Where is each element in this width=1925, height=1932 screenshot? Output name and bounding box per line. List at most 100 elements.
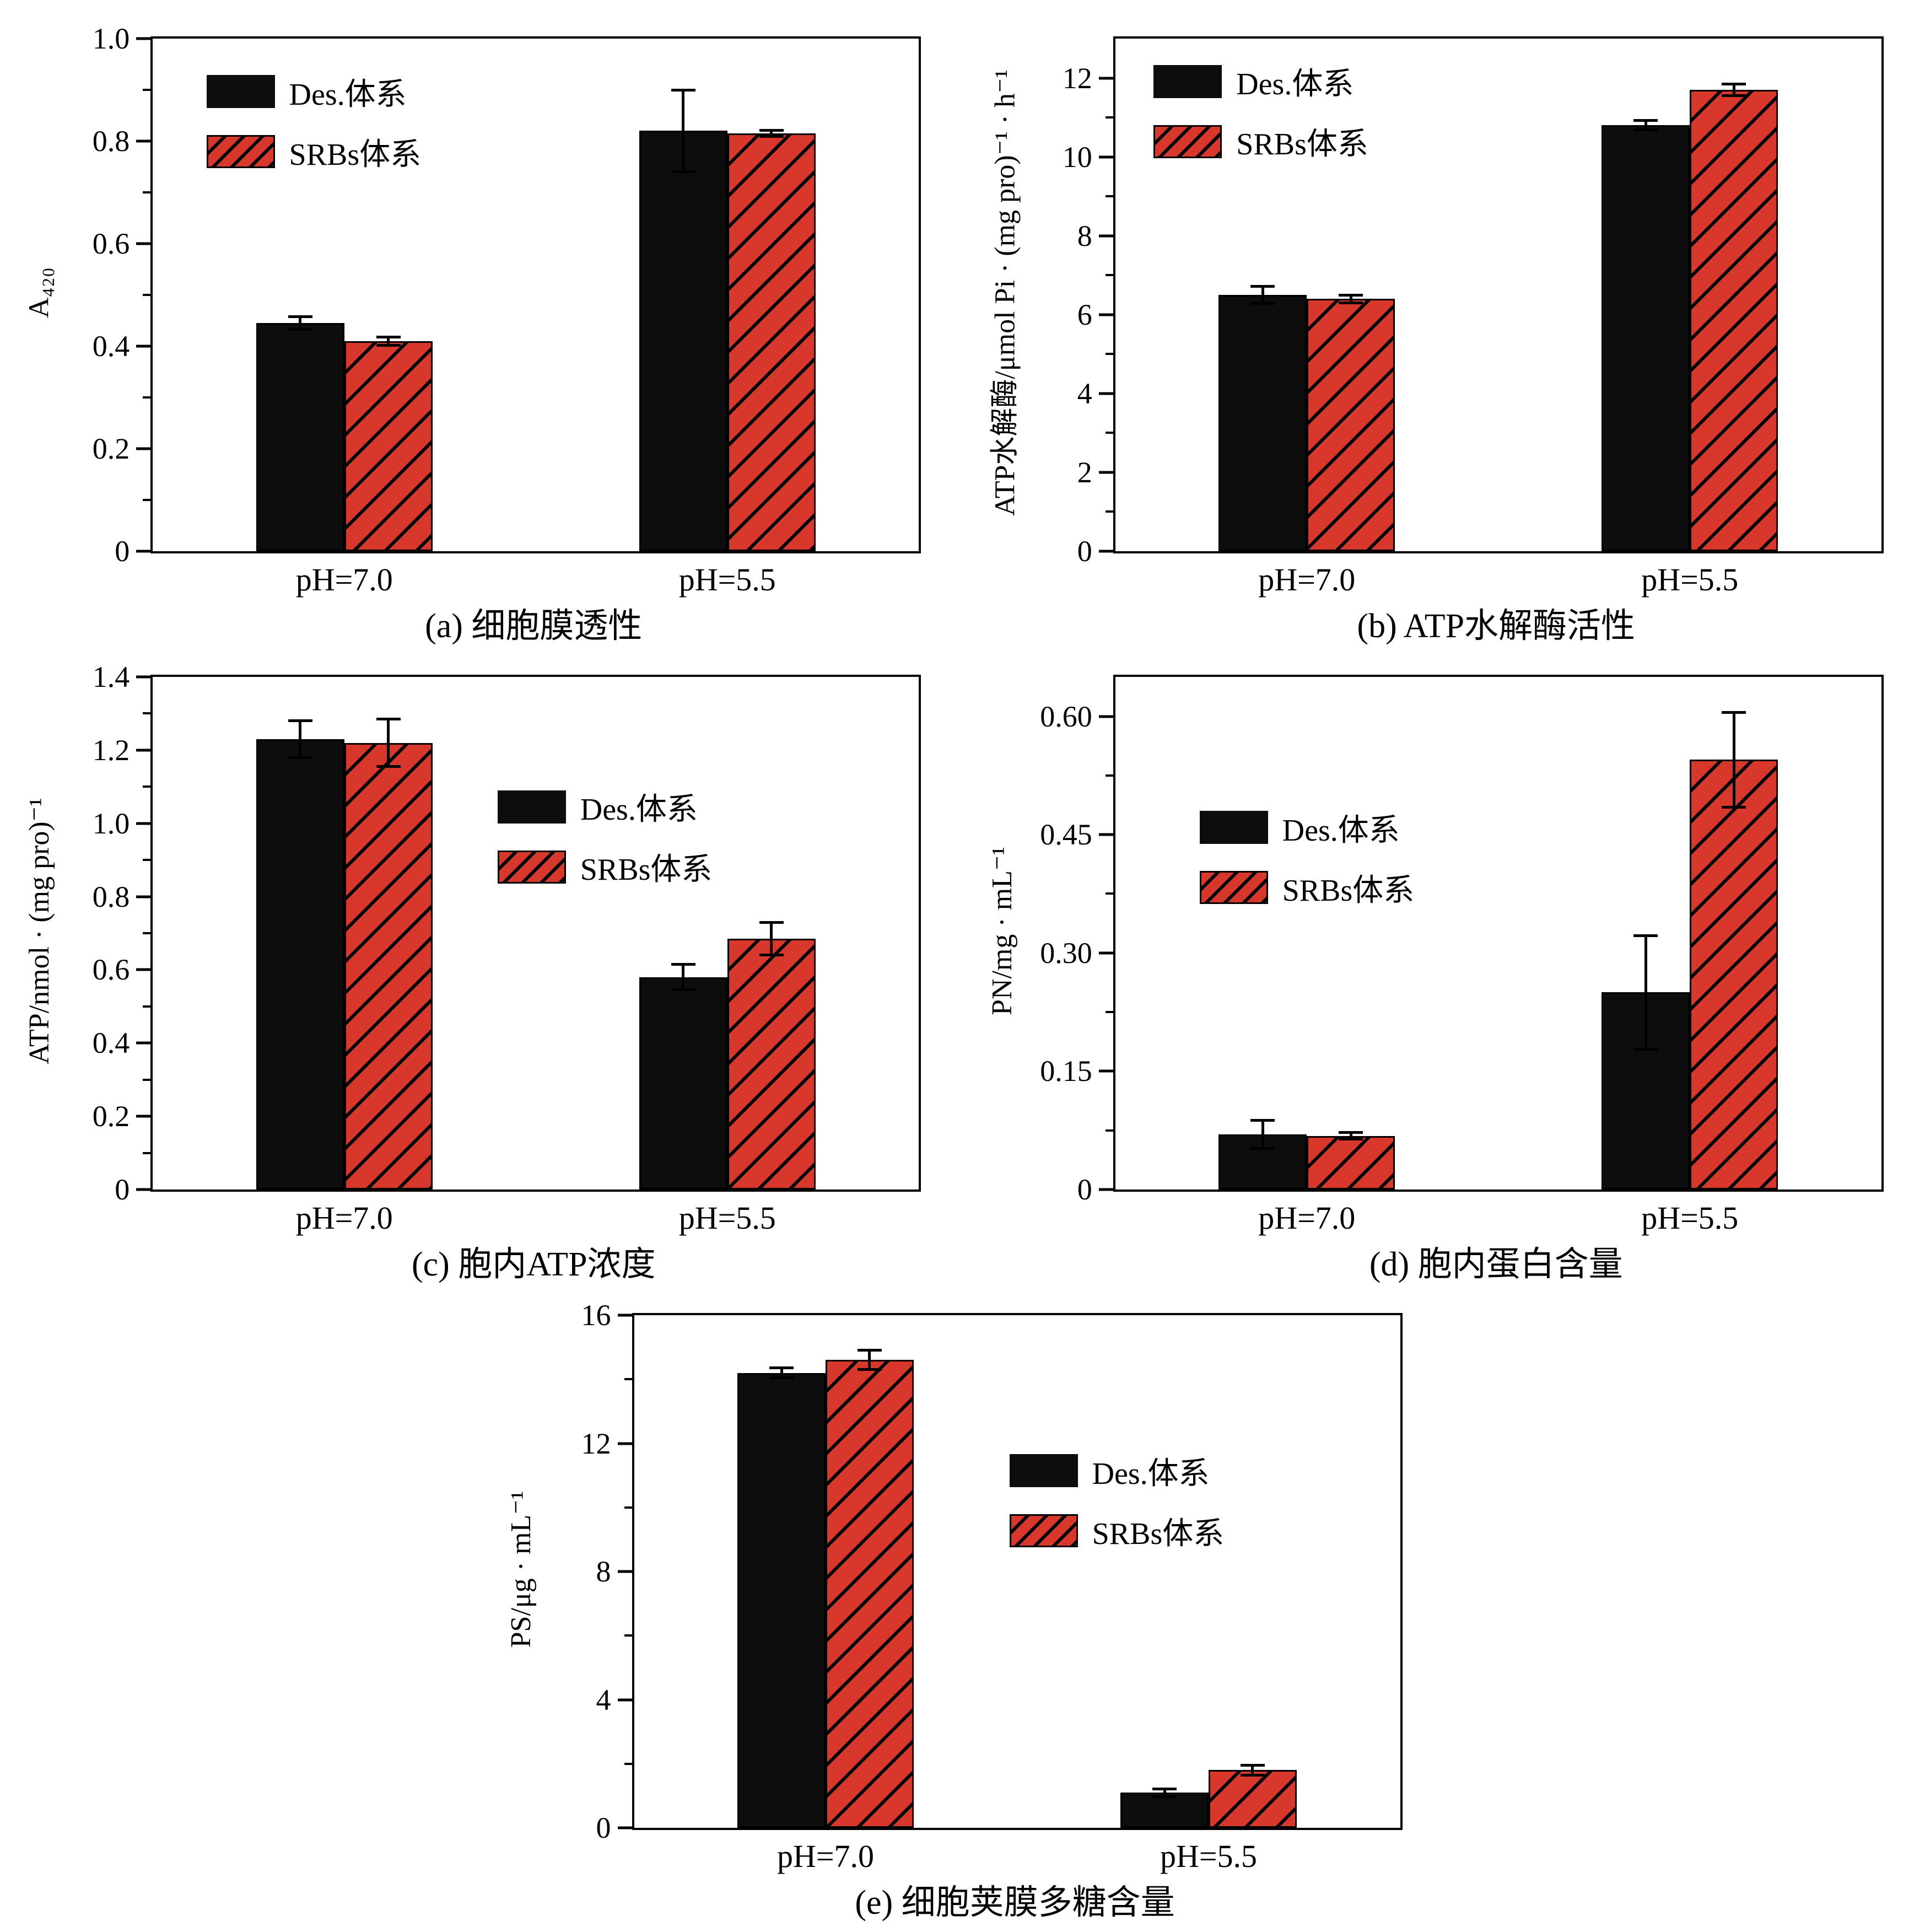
error-bar-cap [671,170,695,174]
legend: Des.体系 SRBs体系 [1199,805,1415,910]
error-bar-cap [376,335,401,338]
y-axis-tick-label: 0.6 [92,227,130,260]
legend-label: Des.体系 [1282,813,1400,848]
srbs-legend-swatch [1199,871,1268,904]
error-bar [1349,295,1352,303]
legend-label: SRBs体系 [580,853,713,887]
error-bar-cap [288,327,312,331]
error-bar-cap [376,343,401,347]
error-bar [780,1368,783,1378]
error-bar [868,1350,871,1370]
x-axis-category-label: pH=5.5 [678,1200,776,1236]
error-bar [387,719,390,767]
y-axis-tick-label: 16 [581,1299,611,1332]
srbs-legend-swatch [1009,1514,1078,1548]
y-axis-tick-label: 0 [1077,1173,1092,1206]
bar-des-group2 [1120,1793,1209,1828]
y-axis-tick-label: 0.45 [1040,818,1092,852]
x-axis-category-label: pH=7.0 [1258,562,1356,598]
bar-srbs-group1 [344,742,433,1190]
error-bar-cap [1633,119,1658,122]
legend-item: Des.体系 [1153,59,1368,104]
error-bar-cap [376,765,401,768]
bar-srbs-group2 [1690,90,1778,551]
y-axis-minor-tick [1105,510,1115,513]
y-axis-title-text: ATP/nmol · (mg pro)⁻¹ [24,798,56,1064]
chart-caption: (d) 胞内蛋白含量 [1369,1246,1623,1283]
plot-area: 0 0.15 0.30 0.45 0.60 pH=7.0 pH=5.5 Des.体系 SRBs体… [1040,675,1884,1236]
des-legend-swatch [1009,1454,1078,1488]
legend-label: SRBs体系 [1092,1516,1225,1551]
cell-b: ATP水解酶/μmol Pi · (mg pro)⁻¹ · h⁻¹ 0 2 4 6 8 1… [963,20,1925,648]
y-axis-tick [136,675,153,679]
y-axis-title-text: ATP水解酶/μmol Pi · (mg pro)⁻¹ · h⁻¹ [989,69,1021,516]
y-axis-tick [136,37,153,40]
y-axis-tick [136,968,153,971]
y-axis-tick-label: 2 [1077,455,1092,489]
error-bar-cap [1240,1773,1265,1777]
x-axis-category-label: pH=7.0 [777,1838,875,1874]
chart-d-intracellular-protein: PN/mg · mL⁻¹ 0 0.15 0.30 0.45 0.60 pH=7.0 pH=5… [975,658,1912,1287]
y-axis-tick-label: 0.2 [92,432,130,465]
error-bar-cap [1633,934,1658,937]
y-axis-tick [136,895,153,898]
y-axis-tick [617,1570,634,1573]
y-axis-tick [136,447,153,450]
error-bar-cap [759,128,784,132]
chart-caption: (e) 细胞荚膜多糖含量 [855,1884,1175,1922]
y-axis-minor-tick [1105,774,1115,777]
y-axis-tick [136,345,153,348]
y-axis-tick [1098,715,1115,718]
cell-d: PN/mg · mL⁻¹ 0 0.15 0.30 0.45 0.60 pH=7.0 pH=5… [963,658,1925,1287]
y-axis-tick [1098,1069,1115,1073]
y-axis-tick [136,550,153,553]
legend: Des.体系 SRBs体系 [497,784,713,889]
legend-label: SRBs体系 [289,137,422,172]
y-axis-tick-label: 0.8 [92,880,130,913]
y-axis-tick [617,1698,634,1701]
legend-label: SRBs体系 [1282,873,1415,908]
error-bar-cap [671,962,695,966]
y-axis-minor-tick [1105,432,1115,434]
x-axis-category-label: pH=5.5 [1160,1838,1258,1874]
y-axis-tick-label: 8 [1077,219,1092,252]
x-axis-category-label: pH=5.5 [1641,562,1739,598]
y-axis-minor-tick [624,1506,634,1509]
y-axis-tick-label: 1.4 [92,660,130,693]
bar-srbs-group1 [1307,299,1395,551]
bar-des-group1 [256,739,344,1190]
y-axis-tick [1098,951,1115,955]
chart-caption: (a) 细胞膜透性 [425,607,643,645]
error-bar [299,720,302,758]
error-bar-cap [759,135,784,138]
y-axis-tick-label: 0.4 [92,330,130,363]
x-axis-category-label: pH=7.0 [295,1200,393,1236]
error-bar [387,337,390,346]
error-bar-cap [376,717,401,720]
error-bar [1349,1132,1352,1139]
chart-b-atp-hydrolase-activity: ATP水解酶/μmol Pi · (mg pro)⁻¹ · h⁻¹ 0 2 4 6 8 1… [975,20,1912,648]
y-axis-tick [1098,392,1115,395]
legend-item: SRBs体系 [1009,1509,1225,1553]
error-bar-cap [1633,1047,1658,1051]
y-axis-tick [1098,155,1115,159]
y-axis-tick [136,242,153,245]
error-bar [1732,84,1735,96]
y-axis-tick-label: 6 [1077,298,1092,331]
legend-label: Des.体系 [580,793,698,827]
y-axis-minor-tick [143,1078,153,1081]
legend-label: Des.体系 [289,77,407,112]
error-bar-cap [1250,1118,1275,1122]
y-axis-minor-tick [143,1005,153,1008]
bar-srbs-group1 [826,1360,914,1828]
y-axis-tick [617,1314,634,1317]
y-axis-tick [1098,550,1115,553]
error-bar-cap [1250,284,1275,288]
error-bar-cap [1339,1131,1363,1134]
y-axis-tick-label: 0.15 [1040,1054,1092,1088]
error-bar-cap [1633,128,1658,132]
legend-item: SRBs体系 [1199,865,1415,910]
error-bar-cap [288,756,312,759]
legend: Des.体系 SRBs体系 [1009,1449,1225,1553]
